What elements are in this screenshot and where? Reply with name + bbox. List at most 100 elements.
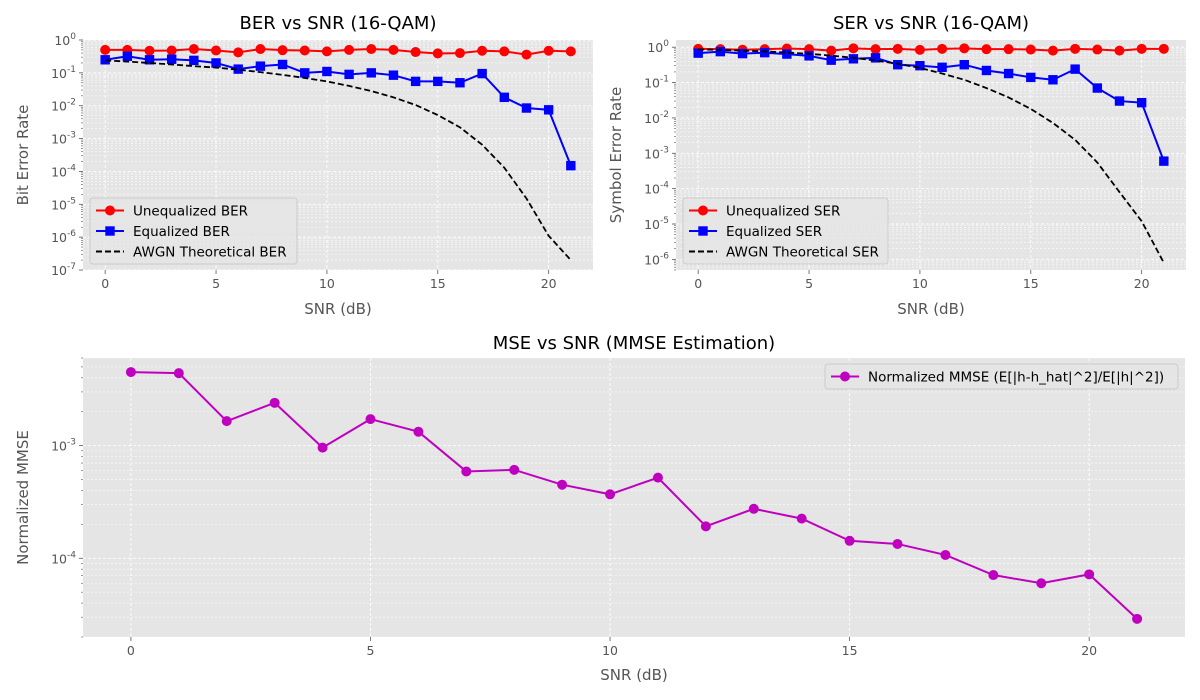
data-point (344, 44, 355, 55)
legend: Unequalized BER Equalized BER AWGN Theoret… (89, 197, 298, 265)
data-point (748, 503, 759, 514)
series-line (698, 48, 1165, 264)
legend-label: Equalized SER (726, 224, 822, 240)
data-point (826, 55, 836, 65)
data-point (521, 49, 532, 60)
series-line (105, 48, 571, 56)
data-point (388, 70, 399, 80)
data-point (432, 48, 443, 59)
y-axis-label: Symbol Error Rate (607, 87, 625, 223)
data-point (499, 92, 510, 103)
data-point (1003, 68, 1014, 79)
y-tick-label: 10-4 (644, 181, 669, 197)
data-point (652, 472, 663, 483)
x-tick-label: 10 (912, 276, 928, 291)
data-point (737, 48, 748, 59)
legend-box (89, 197, 298, 265)
data-point (189, 55, 199, 66)
chart-3: 10-4 10-3 0 5 10 15 20 MSE vs SNR (MMSE Estimat… (14, 333, 1185, 684)
data-point (413, 426, 424, 437)
data-point (1136, 43, 1147, 54)
data-point (848, 43, 859, 54)
data-point (322, 66, 332, 77)
y-tick-label: 10-4 (51, 550, 76, 566)
y-tick-label: 10-1 (644, 75, 669, 91)
data-point (844, 535, 855, 546)
series-line (698, 47, 1164, 52)
data-point (477, 68, 487, 79)
data-point (557, 479, 568, 490)
series-line (105, 59, 572, 261)
chart-title: SER vs SNR (16-QAM) (833, 13, 1029, 34)
y-tick-label: 10-5 (644, 216, 669, 232)
data-point (1048, 75, 1058, 85)
x-tick-label: 20 (541, 276, 557, 291)
data-point (1047, 45, 1058, 56)
legend-marker (105, 205, 115, 216)
data-point (300, 68, 310, 78)
data-point (433, 76, 443, 87)
y-tick-label: 10-7 (51, 262, 76, 278)
data-point (277, 45, 288, 56)
data-point (1070, 64, 1080, 74)
data-point (166, 45, 177, 56)
data-point (940, 549, 951, 560)
data-point (981, 65, 992, 76)
data-point (211, 45, 222, 56)
x-tick-label: 15 (430, 276, 446, 291)
data-point (915, 61, 925, 71)
series-1 (100, 44, 576, 60)
x-tick-label: 10 (602, 643, 618, 658)
data-point (543, 105, 554, 115)
data-point (759, 47, 770, 58)
x-tick-label: 15 (1023, 276, 1039, 291)
data-point (366, 44, 377, 55)
data-point (233, 47, 244, 58)
x-axis-label: SNR (dB) (897, 300, 964, 318)
data-point (693, 48, 703, 58)
data-point (937, 43, 948, 54)
y-tick-label: 100 (647, 39, 669, 55)
data-point (277, 59, 288, 70)
data-point (521, 103, 532, 113)
x-tick-label: 0 (694, 276, 702, 291)
series-line (105, 55, 572, 167)
x-tick-label: 20 (1134, 276, 1150, 291)
y-tick-label: 100 (54, 32, 76, 48)
data-point (125, 367, 136, 378)
series-1 (125, 367, 1143, 624)
data-point (410, 76, 421, 87)
y-tick-label: 10-6 (644, 251, 669, 267)
data-point (410, 47, 421, 58)
data-point (605, 489, 616, 500)
y-axis-label: Normalized MMSE (14, 430, 32, 565)
series-1 (693, 43, 1169, 56)
data-point (1136, 97, 1147, 108)
y-tick-label: 10-5 (51, 196, 76, 212)
data-point (988, 570, 999, 581)
data-point (188, 44, 199, 55)
legend-marker (698, 226, 708, 236)
data-point (1132, 613, 1143, 624)
data-point (1003, 44, 1014, 55)
data-point (1092, 83, 1103, 93)
chart-1: 10-7 10-6 10-5 10-4 10-3 10-2 10-1 100 0 5 10 15 20 B… (14, 13, 593, 318)
data-point (848, 54, 859, 64)
data-point (211, 58, 221, 68)
x-tick-label: 20 (1081, 643, 1097, 658)
data-point (892, 538, 903, 549)
data-point (455, 78, 465, 88)
series-2 (693, 46, 1169, 166)
data-point (566, 160, 576, 171)
data-point (543, 45, 554, 56)
data-point (914, 44, 925, 55)
legend-label: Unequalized BER (133, 204, 248, 220)
x-tick-label: 5 (805, 276, 813, 291)
y-tick-label: 10-1 (51, 65, 76, 81)
data-point (317, 442, 328, 453)
legend-label: AWGN Theoretical BER (133, 245, 287, 261)
x-tick-label: 0 (127, 643, 135, 658)
chart-2: 10-6 10-5 10-4 10-3 10-2 10-1 100 0 5 10 15 20 SER v… (607, 13, 1186, 318)
data-point (269, 397, 280, 408)
